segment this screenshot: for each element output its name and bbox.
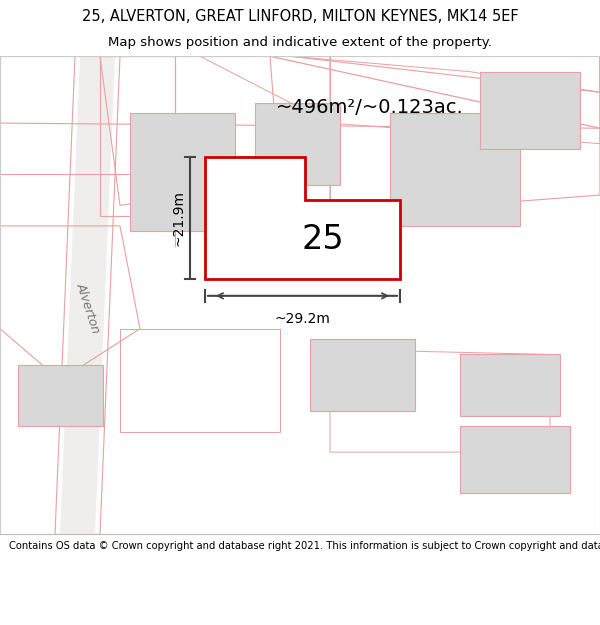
Bar — [310, 339, 415, 411]
Text: ~29.2m: ~29.2m — [275, 312, 331, 326]
Polygon shape — [55, 56, 120, 534]
Text: Map shows position and indicative extent of the property.: Map shows position and indicative extent… — [108, 36, 492, 49]
Text: Alverton: Alverton — [74, 281, 103, 335]
Text: 25: 25 — [301, 223, 344, 256]
Bar — [460, 354, 560, 416]
Bar — [130, 112, 235, 231]
Polygon shape — [60, 56, 115, 534]
Bar — [480, 72, 580, 149]
Polygon shape — [205, 157, 400, 279]
Bar — [255, 102, 340, 185]
Text: ~21.9m: ~21.9m — [171, 190, 185, 246]
Text: Contains OS data © Crown copyright and database right 2021. This information is : Contains OS data © Crown copyright and d… — [9, 541, 600, 551]
Bar — [460, 426, 570, 493]
Bar — [390, 112, 520, 226]
Text: 25, ALVERTON, GREAT LINFORD, MILTON KEYNES, MK14 5EF: 25, ALVERTON, GREAT LINFORD, MILTON KEYN… — [82, 9, 518, 24]
Text: ~496m²/~0.123ac.: ~496m²/~0.123ac. — [276, 98, 464, 117]
Bar — [18, 365, 103, 426]
